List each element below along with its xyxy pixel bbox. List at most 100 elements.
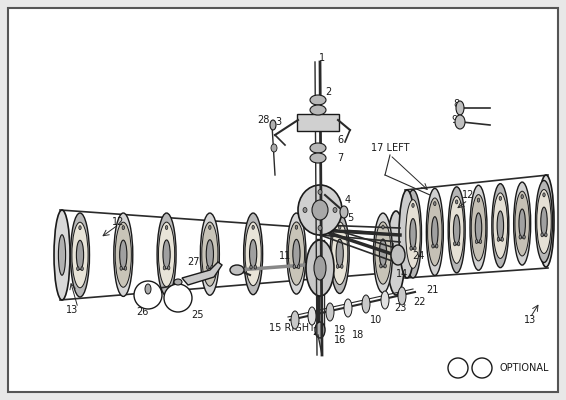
Text: 25: 25 <box>173 294 183 302</box>
Ellipse shape <box>271 144 277 152</box>
Circle shape <box>472 358 492 378</box>
Text: 2: 2 <box>325 87 331 97</box>
Ellipse shape <box>535 180 552 262</box>
Ellipse shape <box>71 213 89 297</box>
Ellipse shape <box>519 209 525 238</box>
Text: 3: 3 <box>275 117 281 127</box>
Ellipse shape <box>308 307 316 325</box>
Ellipse shape <box>318 190 322 194</box>
Ellipse shape <box>119 240 127 269</box>
Text: 18: 18 <box>352 330 364 340</box>
Ellipse shape <box>81 267 83 271</box>
Ellipse shape <box>295 225 298 229</box>
Ellipse shape <box>315 322 325 338</box>
Ellipse shape <box>427 198 442 266</box>
Ellipse shape <box>391 245 405 265</box>
Ellipse shape <box>206 240 213 268</box>
Ellipse shape <box>250 265 252 269</box>
Ellipse shape <box>157 213 176 296</box>
Ellipse shape <box>492 184 509 268</box>
Ellipse shape <box>374 213 392 293</box>
Ellipse shape <box>243 213 263 295</box>
Ellipse shape <box>254 265 256 269</box>
Text: 25: 25 <box>477 364 487 372</box>
Ellipse shape <box>471 194 486 261</box>
Ellipse shape <box>310 105 326 115</box>
Ellipse shape <box>168 266 170 270</box>
Ellipse shape <box>449 196 464 263</box>
Ellipse shape <box>432 244 434 248</box>
Ellipse shape <box>456 101 464 115</box>
Ellipse shape <box>314 256 326 280</box>
FancyBboxPatch shape <box>8 8 558 392</box>
Ellipse shape <box>362 295 370 313</box>
Text: 16: 16 <box>334 335 346 345</box>
Ellipse shape <box>497 211 504 240</box>
Ellipse shape <box>336 264 339 268</box>
Ellipse shape <box>375 222 391 284</box>
Ellipse shape <box>379 239 387 267</box>
Ellipse shape <box>541 233 543 237</box>
Text: 22: 22 <box>414 297 426 307</box>
Text: 5: 5 <box>347 213 353 223</box>
Ellipse shape <box>410 218 416 250</box>
Ellipse shape <box>405 190 422 278</box>
Ellipse shape <box>381 291 389 309</box>
Ellipse shape <box>406 200 420 268</box>
Text: 6: 6 <box>337 135 343 145</box>
Ellipse shape <box>79 226 81 230</box>
Ellipse shape <box>72 222 88 288</box>
Ellipse shape <box>448 187 465 273</box>
Ellipse shape <box>426 188 443 276</box>
Ellipse shape <box>456 200 458 204</box>
Ellipse shape <box>202 222 218 286</box>
Ellipse shape <box>333 208 337 212</box>
Ellipse shape <box>544 233 547 237</box>
Ellipse shape <box>291 311 299 329</box>
Text: 10: 10 <box>370 315 382 325</box>
Ellipse shape <box>122 226 125 230</box>
Ellipse shape <box>287 213 306 294</box>
Text: 20: 20 <box>312 327 324 337</box>
Ellipse shape <box>120 266 122 270</box>
Text: 12: 12 <box>462 190 474 200</box>
Text: 17 LEFT: 17 LEFT <box>371 143 409 153</box>
Ellipse shape <box>410 246 412 250</box>
Ellipse shape <box>174 279 182 285</box>
Ellipse shape <box>501 237 503 241</box>
Ellipse shape <box>76 267 79 271</box>
Ellipse shape <box>493 193 508 258</box>
Ellipse shape <box>310 153 326 163</box>
Ellipse shape <box>479 240 482 244</box>
Ellipse shape <box>326 303 334 321</box>
Ellipse shape <box>312 200 328 220</box>
Ellipse shape <box>398 287 406 305</box>
Ellipse shape <box>298 185 342 235</box>
Ellipse shape <box>230 265 244 275</box>
Ellipse shape <box>414 246 416 250</box>
Ellipse shape <box>303 208 307 212</box>
Ellipse shape <box>288 222 305 285</box>
Ellipse shape <box>76 240 84 270</box>
Ellipse shape <box>412 203 414 207</box>
Ellipse shape <box>432 217 438 247</box>
Ellipse shape <box>330 213 349 294</box>
Ellipse shape <box>542 200 550 242</box>
Ellipse shape <box>453 242 456 246</box>
Ellipse shape <box>344 299 352 317</box>
Ellipse shape <box>499 196 501 200</box>
Ellipse shape <box>158 222 175 287</box>
Text: 27: 27 <box>187 257 199 267</box>
Ellipse shape <box>200 213 220 295</box>
Text: 9: 9 <box>451 115 457 125</box>
Ellipse shape <box>336 239 344 267</box>
Ellipse shape <box>434 202 436 206</box>
Ellipse shape <box>124 266 127 270</box>
Text: 25: 25 <box>192 310 204 320</box>
Text: 13: 13 <box>66 305 78 315</box>
Ellipse shape <box>399 190 415 278</box>
Text: 14: 14 <box>384 243 396 253</box>
Ellipse shape <box>514 182 531 265</box>
Ellipse shape <box>293 239 300 268</box>
Ellipse shape <box>297 265 300 269</box>
